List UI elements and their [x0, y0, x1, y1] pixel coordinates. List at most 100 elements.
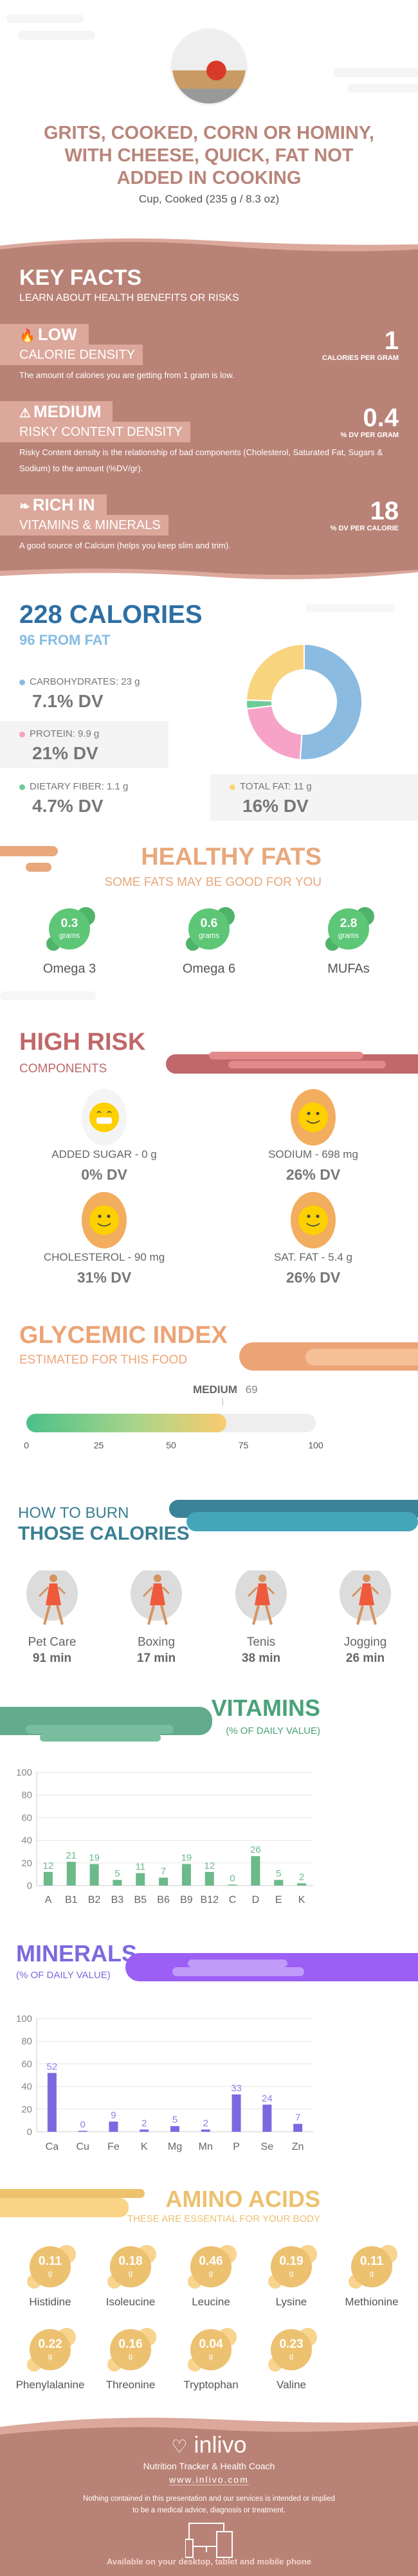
x-tick-label: Cu: [76, 2141, 89, 2152]
x-tick-label: B6: [157, 1895, 170, 1905]
decor-streak: [0, 2198, 129, 2217]
glycemic-value: 69: [245, 1383, 258, 1396]
key-facts-background: [0, 238, 418, 580]
amino-name: Phenylalanine: [15, 2379, 85, 2391]
key-facts-subtitle: LEARN ABOUT HEALTH BENEFITS OR RISKS: [19, 293, 239, 303]
x-tick-label: C: [229, 1895, 237, 1905]
amino-badge: 0.04 g: [188, 2328, 237, 2372]
x-tick-label: K: [141, 2141, 148, 2152]
blob-unit: g: [289, 2270, 294, 2278]
macro-dv: 16% DV: [242, 796, 309, 816]
bar: [159, 1877, 168, 1886]
tennis-icon: [235, 1567, 287, 1635]
blob-circle: [188, 908, 230, 950]
blob-value: 0.46: [199, 2254, 223, 2268]
footer-tagline: Nutrition Tracker & Health Coach: [143, 2461, 275, 2471]
blob-circle: [328, 908, 369, 950]
macro-label: DIETARY FIBER: 1.1 g: [19, 781, 128, 792]
fact-level: RICH IN: [32, 495, 95, 514]
glycemic-tick: 75: [238, 1440, 249, 1450]
footer-url-link[interactable]: www.inlivo.com: [169, 2474, 249, 2485]
x-tick-label: D: [252, 1895, 260, 1905]
fact-unit: % DV PER GRAM: [340, 431, 399, 439]
amino-badge: 0.18 g: [107, 2245, 156, 2289]
legend-dot: [19, 784, 25, 790]
legend-dot: [19, 731, 25, 737]
blob-unit: g: [48, 2270, 53, 2278]
dog-walking-icon: [26, 1567, 78, 1635]
blob-circle: [49, 908, 90, 950]
blob-value: 0.19: [279, 2254, 304, 2268]
decor-streak: [228, 1061, 386, 1068]
blob-unit: grams: [199, 932, 219, 941]
risk-dv: 26% DV: [286, 1269, 341, 1286]
glycemic-readout: MEDIUM 69: [193, 1383, 258, 1396]
x-tick-label: A: [45, 1895, 52, 1905]
bar-value-label: 12: [204, 1860, 215, 1871]
smiley-face-icon: [291, 1192, 336, 1248]
decor-streak: [26, 1725, 174, 1734]
vitamins-subtitle: (% OF DAILY VALUE): [226, 1725, 320, 1736]
amino-badge: 0.22 g: [27, 2328, 76, 2372]
risk-dv: 0% DV: [81, 1166, 127, 1183]
macro-donut-chart: [246, 643, 363, 761]
smiley-face-icon: [291, 1089, 336, 1146]
x-tick-label: B1: [65, 1895, 78, 1905]
decor-streak: [26, 863, 51, 872]
fact-label: VITAMINS & MINERALS: [0, 515, 168, 536]
y-tick-label: 100: [16, 2013, 32, 2024]
blob-value: 0.16: [118, 2337, 143, 2351]
fact-unit: % DV PER CALORIE: [330, 525, 399, 532]
bar: [204, 1871, 214, 1886]
brand-name: inlivo: [194, 2431, 247, 2458]
x-tick-label: B12: [201, 1895, 219, 1905]
donut-slice: [299, 643, 363, 761]
macro-amount: DIETARY FIBER: 1.1 g: [30, 781, 129, 792]
fact-description: A good source of Calcium (helps you keep…: [19, 541, 231, 550]
amino-badge: 0.11 g: [349, 2245, 397, 2289]
healthy-fats-subtitle: SOME FATS MAY BE GOOD FOR YOU: [104, 876, 322, 889]
bar: [140, 2129, 149, 2132]
x-tick-label: P: [233, 2141, 240, 2152]
blob-unit: grams: [59, 932, 80, 941]
y-tick-label: 40: [21, 1835, 32, 1846]
bar-value-label: 7: [295, 2112, 300, 2123]
title-line: ADDED IN COOKING: [116, 168, 302, 188]
glycemic-tick: 0: [24, 1440, 29, 1450]
bar-value-label: 19: [181, 1853, 192, 1864]
x-tick-label: Mn: [199, 2141, 213, 2152]
bar: [181, 1864, 191, 1886]
burn-title-top: HOW TO BURN: [18, 1504, 129, 1522]
blob-circle: [30, 2329, 71, 2370]
amino-badge: 0.23 g: [268, 2328, 317, 2372]
risk-label: SODIUM - 698 mg: [268, 1148, 358, 1160]
bar-value-label: 5: [114, 1868, 120, 1879]
minerals-bar-chart: 0 20 40 60 80 100 52 Ca 0 Cu 9 Fe 2 K 5 Mg 2 Mn 33 P 24 Se 7 Zn: [16, 2013, 313, 2152]
risk-label: ADDED SUGAR - 0 g: [51, 1148, 157, 1160]
blob-value: 0.3: [60, 916, 78, 930]
donut-slice: [246, 705, 303, 761]
bar: [170, 2126, 179, 2132]
activity-time: 91 min: [32, 1652, 72, 1665]
jogging-icon: [340, 1567, 391, 1635]
blob-circle: [30, 2246, 71, 2287]
decor-streak: [186, 1512, 418, 1531]
amino-name: Methionine: [345, 2296, 399, 2308]
bar: [89, 1864, 99, 1886]
decor-streak: [40, 1734, 161, 1742]
bar-value-label: 11: [135, 1862, 145, 1873]
fat-badge: 0.3 grams: [46, 907, 95, 951]
x-tick-label: B9: [180, 1895, 193, 1905]
bar: [47, 2073, 57, 2132]
blob-value: 0.11: [359, 2254, 384, 2268]
fact-unit: CALORIES PER GRAM: [322, 354, 399, 362]
bar-value-label: 19: [89, 1853, 100, 1864]
minerals-title: MINERALS: [16, 1940, 137, 1967]
fact-description: The amount of calories you are getting f…: [19, 370, 235, 380]
food-photo: [170, 28, 248, 105]
fact-value: 18: [370, 497, 399, 525]
legend-dot: [19, 679, 25, 685]
glycemic-tick: 100: [308, 1440, 323, 1450]
y-tick-label: 60: [21, 2058, 32, 2069]
fat-badge: 0.6 grams: [186, 907, 235, 951]
